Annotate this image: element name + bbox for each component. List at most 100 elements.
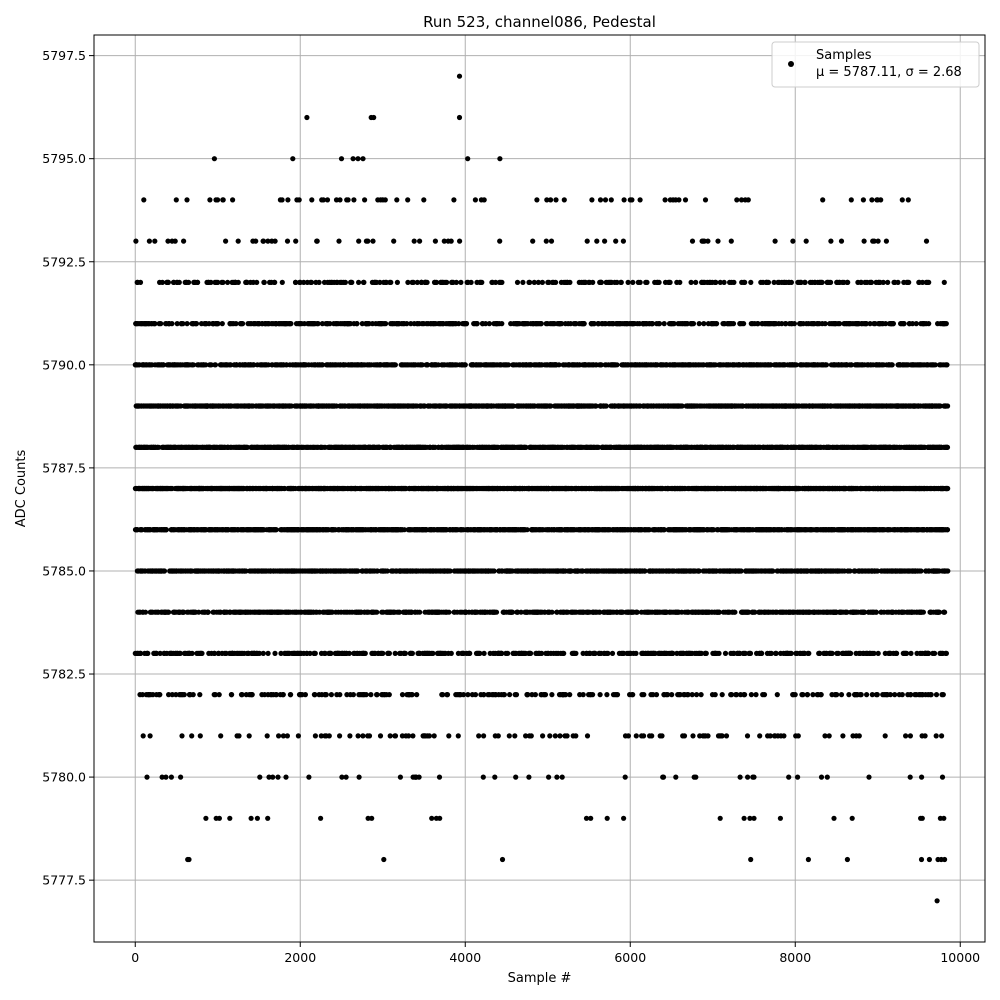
data-point [173, 197, 179, 203]
data-point [265, 815, 271, 821]
data-point [145, 650, 151, 657]
data-point [431, 733, 437, 739]
data-point [486, 321, 492, 327]
data-point [223, 238, 229, 244]
data-point [203, 815, 209, 821]
data-point [184, 197, 190, 203]
data-point [140, 733, 146, 739]
data-point [505, 650, 511, 657]
data-point [448, 650, 454, 657]
data-point [491, 568, 497, 574]
data-point [436, 774, 443, 780]
data-point [158, 321, 164, 327]
data-point [474, 321, 480, 327]
data-point [514, 279, 521, 285]
data-point [528, 650, 534, 657]
data-point [284, 733, 290, 739]
data-point [235, 279, 241, 285]
data-point [168, 774, 174, 780]
data-point [381, 856, 387, 863]
data-point [365, 238, 371, 244]
data-point [369, 815, 375, 821]
data-point [152, 238, 158, 244]
data-point [328, 692, 334, 698]
data-point [453, 279, 459, 285]
data-point [468, 279, 474, 285]
data-point [212, 362, 219, 368]
data-point [169, 321, 175, 327]
data-point [350, 692, 356, 698]
data-point [507, 692, 513, 698]
data-point [346, 650, 352, 657]
data-point [416, 774, 422, 780]
data-point [323, 692, 329, 698]
data-point [520, 279, 526, 285]
data-point [457, 238, 463, 244]
data-point [272, 650, 278, 657]
data-point [362, 650, 368, 657]
data-point [349, 279, 355, 285]
data-point [141, 197, 147, 203]
data-point [165, 238, 171, 244]
data-point [380, 650, 386, 657]
data-point [356, 279, 362, 285]
data-point [386, 650, 392, 657]
data-point [540, 733, 546, 739]
data-point [363, 692, 369, 698]
data-point [492, 774, 498, 780]
data-point [528, 733, 534, 739]
data-point [316, 279, 322, 285]
sample-points [132, 73, 951, 904]
data-point [432, 238, 438, 244]
data-point [205, 609, 211, 615]
data-point [513, 774, 519, 780]
data-point [184, 321, 190, 327]
data-point [527, 279, 533, 285]
data-point [312, 650, 318, 657]
data-point [186, 279, 192, 285]
data-point [465, 692, 471, 698]
data-point [421, 197, 427, 203]
data-point [150, 692, 156, 698]
data-point [472, 692, 479, 698]
data-point [426, 733, 432, 739]
data-point [215, 279, 221, 285]
data-point [253, 238, 259, 244]
data-point [497, 238, 503, 244]
data-point [229, 692, 235, 698]
data-point [157, 650, 163, 657]
data-point [265, 650, 271, 657]
data-point [409, 692, 415, 698]
data-point [355, 733, 361, 739]
data-point [180, 321, 186, 327]
data-point [336, 238, 342, 244]
data-point [153, 650, 160, 657]
data-point [343, 774, 349, 780]
data-point [264, 733, 270, 739]
data-point [257, 774, 263, 780]
data-point [326, 733, 332, 739]
data-point [159, 279, 165, 285]
data-point [513, 692, 520, 698]
data-point [227, 815, 233, 821]
data-point [203, 362, 209, 368]
data-point [172, 238, 178, 244]
data-point [506, 733, 512, 739]
data-point [356, 774, 362, 780]
data-point [463, 321, 470, 327]
data-point [220, 197, 226, 203]
data-point [218, 733, 224, 739]
data-point [542, 692, 549, 698]
data-point [283, 774, 289, 780]
data-point [280, 692, 286, 698]
data-point [383, 321, 389, 327]
data-point [275, 774, 281, 780]
data-point [361, 279, 367, 285]
data-point [547, 733, 553, 739]
data-point [451, 197, 457, 203]
data-point [270, 774, 276, 780]
data-point [394, 279, 400, 285]
data-point [472, 197, 478, 203]
data-point [368, 692, 374, 698]
data-point [208, 279, 214, 285]
